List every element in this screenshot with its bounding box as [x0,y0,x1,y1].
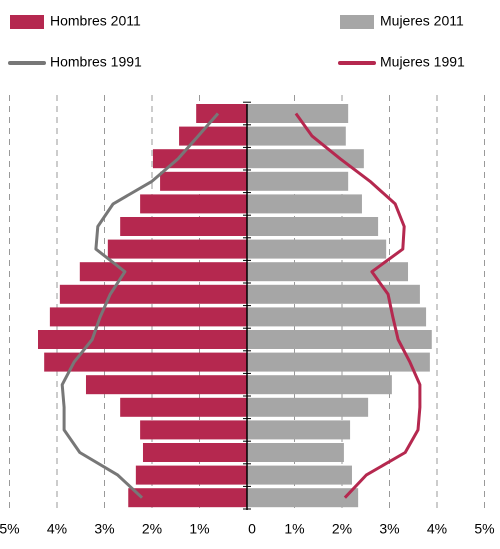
x-tick-label: 3% [94,521,114,537]
x-tick-label: 5% [474,521,494,537]
bar [49,307,247,327]
x-tick-label: 0 [248,521,256,537]
bar [247,330,432,349]
bar [85,375,247,395]
bar [128,488,247,508]
x-tick-label: 1% [189,521,209,537]
x-tick-label: 2% [332,521,352,537]
bar [179,126,247,146]
bar [247,194,362,214]
bar [152,149,247,169]
legend-label: Mujeres 1991 [380,54,465,70]
bar [79,262,247,282]
bar [247,239,387,259]
bar [120,217,247,236]
bar [140,194,247,214]
bar [247,126,346,146]
bar [247,397,369,417]
line [60,112,220,499]
bar [247,375,392,395]
bar [247,420,351,440]
bar [59,284,247,304]
x-tick-label: 2% [142,521,162,537]
x-tick-label: 5% [0,521,20,537]
bar [142,443,247,462]
legend-swatch [10,15,44,29]
bar [247,262,409,282]
bar [120,397,247,417]
bar [135,465,247,485]
bar [247,443,344,462]
legend-swatch [340,15,374,29]
bar [247,352,430,372]
bar [107,239,247,259]
legend-label: Hombres 1991 [50,54,142,70]
bar [160,171,247,191]
bar [247,465,352,485]
bar [38,330,247,349]
bar [140,420,247,440]
bar [44,352,247,372]
bar [247,149,364,169]
legend-label: Hombres 2011 [50,13,141,29]
bar [247,284,420,304]
x-tick-label: 4% [427,521,447,537]
bar [247,307,427,327]
legend-label: Mujeres 2011 [380,13,464,29]
line [294,112,422,499]
x-tick-label: 4% [47,521,67,537]
x-tick-label: 1% [284,521,304,537]
bar [247,171,349,191]
bar [247,217,379,236]
bar [196,104,247,123]
bar [247,488,359,508]
x-tick-label: 3% [379,521,399,537]
